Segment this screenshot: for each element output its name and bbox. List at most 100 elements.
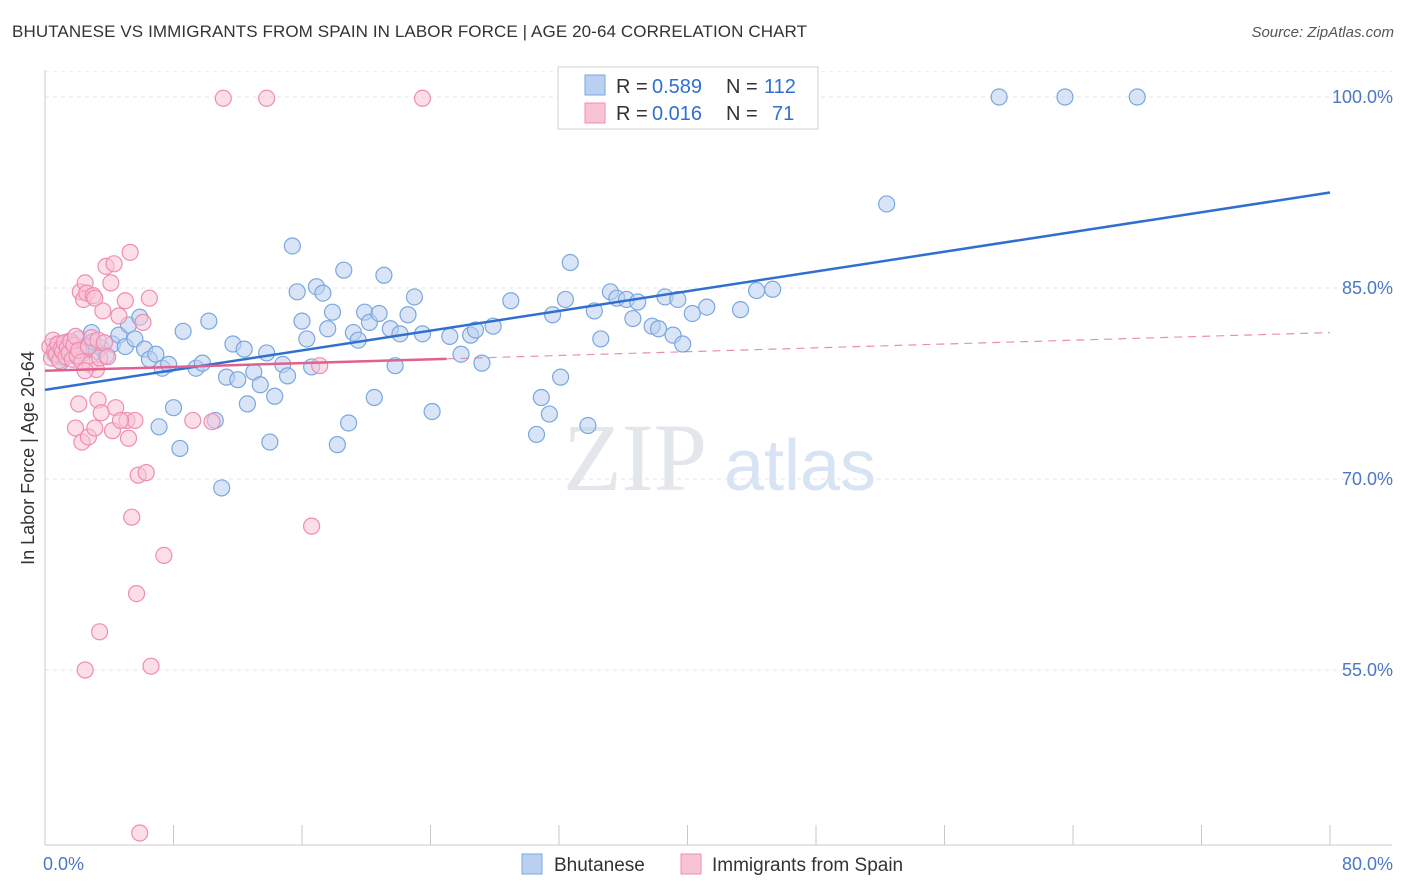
stats-n-label-2: N =: [726, 103, 758, 125]
point-bhutanese: [251, 376, 269, 394]
point-spain: [121, 243, 139, 261]
point-bhutanese: [147, 345, 165, 363]
point-bhutanese: [683, 304, 701, 323]
point-bhutanese: [261, 433, 279, 451]
y-tick-label: 70.0%: [1342, 469, 1393, 489]
point-bhutanese: [375, 266, 393, 284]
trend-line-spain-extrapolated: [446, 331, 1331, 360]
x-tick-label: 0.0%: [43, 854, 84, 874]
point-bhutanese: [314, 284, 332, 302]
point-spain: [203, 413, 221, 431]
point-spain: [214, 89, 232, 107]
point-spain: [131, 824, 149, 842]
y-tick-label: 100.0%: [1332, 87, 1393, 107]
point-bhutanese: [174, 322, 192, 340]
point-bhutanese: [764, 280, 782, 298]
point-bhutanese: [339, 414, 358, 432]
point-bhutanese: [629, 293, 647, 311]
stats-swatch-spain: [584, 102, 606, 124]
point-bhutanese: [200, 312, 218, 330]
legend-label-spain: Immigrants from Spain: [712, 855, 903, 876]
point-bhutanese: [878, 195, 896, 213]
watermark: ZIP atlas: [563, 404, 876, 511]
point-spain: [91, 623, 109, 641]
stats-n-value-2: 71: [772, 103, 794, 125]
point-bhutanese: [319, 320, 337, 338]
stats-r-value-2: 0.016: [652, 103, 702, 125]
point-spain: [413, 89, 432, 107]
chart-title: BHUTANESE VS IMMIGRANTS FROM SPAIN IN LA…: [12, 22, 808, 41]
point-spain: [111, 411, 130, 430]
point-bhutanese: [624, 309, 642, 328]
point-spain: [126, 411, 144, 430]
point-bhutanese: [150, 418, 168, 436]
stats-r-label-1: R =: [616, 76, 648, 98]
source-credit: Source: ZipAtlas.com: [1251, 24, 1394, 41]
point-bhutanese: [235, 340, 253, 358]
point-spain: [311, 357, 329, 375]
point-bhutanese: [527, 425, 546, 444]
point-bhutanese: [441, 327, 459, 345]
point-bhutanese: [293, 312, 311, 330]
point-bhutanese: [592, 330, 610, 348]
point-bhutanese: [473, 354, 491, 372]
point-bhutanese: [1128, 88, 1146, 106]
point-spain: [116, 292, 134, 310]
point-spain: [102, 274, 120, 292]
point-spain: [184, 411, 202, 430]
stats-legend: R = 0.589 N = 112 R = 0.016 N = 71: [557, 66, 819, 130]
point-bhutanese: [502, 292, 520, 310]
point-spain: [86, 419, 104, 437]
stats-n-value-1: 112: [764, 76, 796, 98]
point-spain: [134, 313, 152, 331]
y-tick-label: 85.0%: [1342, 278, 1393, 298]
point-bhutanese: [466, 321, 485, 339]
point-spain: [155, 546, 173, 565]
point-bhutanese: [193, 354, 212, 372]
point-bhutanese: [1056, 88, 1074, 106]
point-bhutanese: [283, 237, 301, 255]
point-bhutanese: [365, 388, 383, 407]
point-bhutanese: [405, 288, 424, 306]
point-spain: [94, 302, 112, 320]
point-bhutanese: [213, 479, 231, 497]
point-bhutanese: [370, 304, 388, 323]
point-bhutanese: [399, 306, 417, 324]
point-bhutanese: [452, 345, 470, 363]
point-bhutanese: [258, 344, 276, 362]
stats-r-value-1: 0.589: [652, 76, 702, 98]
legend-label-bhutanese: Bhutanese: [554, 855, 645, 876]
point-bhutanese: [278, 367, 297, 385]
point-spain: [76, 661, 94, 679]
legend-swatch-bhutanese: [521, 853, 543, 875]
stats-n-label-1: N =: [726, 76, 758, 98]
point-spain: [110, 307, 128, 325]
point-spain: [137, 464, 155, 482]
point-bhutanese: [238, 395, 256, 413]
point-bhutanese: [543, 306, 562, 324]
point-bhutanese: [423, 402, 441, 421]
point-spain: [127, 584, 146, 603]
stats-swatch-bhutanese: [584, 74, 606, 96]
point-bhutanese: [540, 405, 558, 423]
point-bhutanese: [649, 320, 668, 338]
point-bhutanese: [266, 387, 284, 405]
axes: [44, 70, 1392, 846]
point-bhutanese: [288, 283, 306, 301]
point-spain: [140, 289, 159, 307]
point-bhutanese: [164, 399, 183, 417]
point-bhutanese: [747, 281, 766, 300]
point-spain: [142, 657, 160, 675]
point-bhutanese: [674, 335, 692, 353]
y-tick-label: 55.0%: [1342, 660, 1393, 680]
point-bhutanese: [229, 371, 247, 389]
point-spain: [95, 334, 114, 352]
point-bhutanese: [323, 303, 342, 321]
point-bhutanese: [171, 439, 189, 458]
point-bhutanese: [298, 330, 316, 348]
point-spain: [70, 395, 88, 413]
point-bhutanese: [556, 290, 575, 309]
trend-line-spain: [44, 357, 447, 373]
point-spain: [105, 255, 123, 273]
